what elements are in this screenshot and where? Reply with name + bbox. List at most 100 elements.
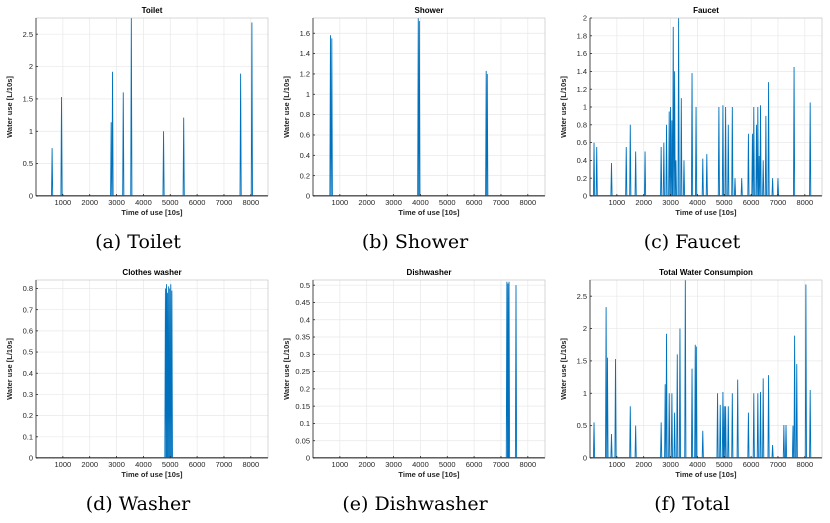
data-spike	[122, 92, 125, 197]
data-spike	[809, 102, 812, 197]
data-spike	[162, 131, 165, 197]
x-tick-label: 5000	[716, 460, 733, 469]
y-tick-label: 1.6	[300, 29, 310, 38]
data-spike	[606, 357, 609, 459]
y-tick-label: 0.3	[300, 350, 310, 359]
x-tick-label: 4000	[412, 460, 429, 469]
x-tick-label: 6000	[189, 460, 206, 469]
y-tick-label: 1	[583, 103, 587, 112]
y-tick-label: 1.8	[577, 31, 587, 40]
data-spike	[716, 393, 719, 459]
data-spike	[668, 393, 671, 459]
data-spike	[610, 163, 613, 197]
data-spike	[660, 147, 663, 197]
y-tick-label: 0	[583, 454, 587, 463]
y-tick-label: 0	[29, 454, 33, 463]
data-spike	[690, 73, 694, 197]
data-spike	[705, 154, 708, 197]
data-spike	[762, 378, 765, 459]
chart-title: Clothes washer	[122, 268, 181, 277]
data-spike	[695, 106, 698, 197]
y-tick-label: 0.05	[295, 436, 310, 445]
data-spike	[680, 98, 683, 197]
data-spike	[614, 358, 617, 459]
x-tick-label: 7000	[216, 460, 233, 469]
x-tick-label: 5000	[439, 198, 456, 207]
x-tick-label: 4000	[135, 460, 152, 469]
data-spike	[665, 333, 668, 459]
data-spike	[673, 412, 676, 459]
data-spike	[605, 307, 608, 459]
data-spike	[418, 21, 421, 197]
data-spike	[752, 106, 755, 197]
data-spike	[610, 434, 613, 459]
x-axis-label: Time of use [10s]	[121, 208, 183, 217]
data-spike	[771, 178, 774, 197]
data-spike	[721, 105, 724, 197]
x-tick-label: 2000	[635, 460, 652, 469]
chart-faucet: 1000 2000 3000 4000 5000 6000 7000 8000 0 0.2 0.4 0…	[559, 6, 823, 217]
data-spike	[724, 106, 727, 197]
y-tick-label: 0.5	[577, 421, 587, 430]
panel-faucet: 1000 2000 3000 4000 5000 6000 7000 8000 0 0.2 0.4 0…	[554, 0, 830, 261]
data-spike	[643, 151, 647, 197]
chart-toilet: 1000 2000 3000 4000 5000 6000 7000 8000 0 0.5 1 1.5…	[5, 6, 269, 217]
data-spike	[795, 364, 798, 459]
y-tick-label: 0.45	[295, 298, 310, 307]
y-axis-label: Water use [L/10s]	[559, 338, 568, 400]
y-tick-label: 0.3	[23, 390, 33, 399]
chart-dishwasher: 1000 2000 3000 4000 5000 6000 7000 8000 0 0.05 0.1…	[282, 268, 546, 479]
caption-shower: (b) Shower	[361, 231, 469, 253]
data-spike	[727, 124, 730, 197]
chart-title: Shower	[415, 6, 444, 15]
x-tick-label: 2000	[635, 198, 652, 207]
x-tick-label: 8000	[519, 460, 536, 469]
data-spike	[330, 38, 333, 197]
caption-washer: (d) Washer	[85, 493, 191, 515]
y-tick-label: 0	[306, 192, 310, 201]
x-tick-label: 1000	[332, 198, 349, 207]
data-spike	[51, 148, 54, 197]
y-tick-label: 0.7	[23, 305, 33, 314]
data-spike	[717, 106, 720, 197]
x-tick-label: 3000	[662, 198, 679, 207]
data-spike	[695, 346, 698, 459]
x-tick-label: 7000	[493, 198, 510, 207]
y-tick-label: 0.5	[300, 281, 310, 290]
x-tick-label: 7000	[770, 198, 787, 207]
data-spike	[756, 106, 759, 197]
y-tick-label: 0.6	[300, 131, 310, 140]
caption-faucet: (c) Faucet	[643, 231, 741, 253]
y-tick-label: 0.2	[300, 384, 310, 393]
x-axis-label: Time of use [10s]	[121, 470, 183, 479]
chart-shower: 1000 2000 3000 4000 5000 6000 7000 8000 0 0.2 0.4 0…	[282, 6, 546, 217]
x-tick-label: 2000	[358, 460, 375, 469]
data-spike	[486, 73, 489, 197]
y-tick-label: 0.5	[23, 348, 33, 357]
y-tick-label: 0.8	[300, 110, 310, 119]
y-tick-label: 0.8	[577, 120, 587, 129]
data-spike	[672, 26, 675, 197]
plot-frame	[312, 279, 546, 459]
data-spike	[764, 115, 767, 197]
data-spike	[751, 133, 754, 197]
caption-dishwasher: (e) Dishwasher	[342, 493, 488, 515]
data-spike	[625, 147, 628, 197]
data-spike	[634, 425, 637, 459]
y-tick-label: 0.4	[300, 151, 310, 160]
y-tick-label: 1.4	[300, 49, 310, 58]
data-spike	[170, 290, 173, 459]
data-spike	[701, 430, 704, 459]
panel-dishwasher: 1000 2000 3000 4000 5000 6000 7000 8000 0 0.05 0.1…	[277, 262, 553, 523]
caption-toilet: (a) Toilet	[95, 231, 181, 253]
chart-total: 1000 2000 3000 4000 5000 6000 7000 8000 0 0.5 1 1.5…	[559, 268, 823, 479]
caption-total: (f) Total	[654, 493, 730, 515]
data-spike	[660, 422, 663, 459]
x-tick-label: 6000	[743, 460, 760, 469]
data-spike	[776, 178, 780, 197]
y-tick-label: 0.4	[577, 156, 587, 165]
y-tick-label: 0.1	[23, 432, 33, 441]
x-axis-label: Time of use [10s]	[398, 208, 460, 217]
y-tick-label: 0.15	[295, 402, 310, 411]
data-spike	[771, 445, 774, 459]
